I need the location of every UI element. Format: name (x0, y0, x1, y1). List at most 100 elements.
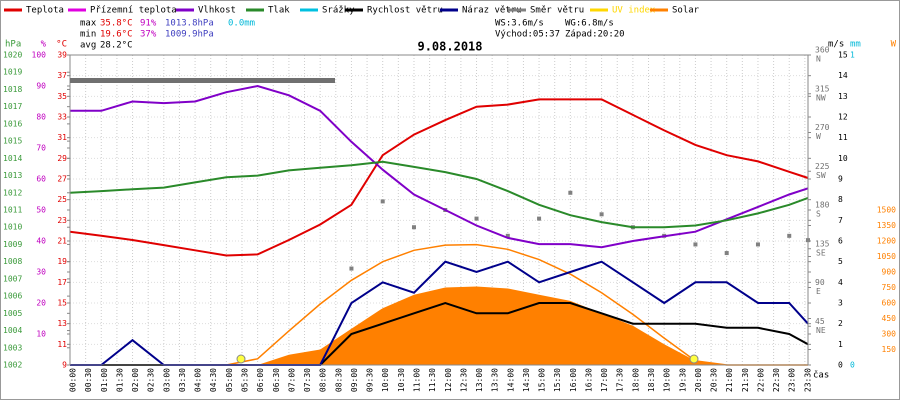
y-tick-label: 2 (838, 319, 843, 328)
y-tick-label: 1014 (3, 154, 22, 163)
y-tick-label: 1012 (3, 188, 22, 197)
x-tick-label: 22:00 (756, 368, 765, 392)
direction-point (693, 242, 698, 247)
chart-title: 9.08.2018 (417, 40, 482, 54)
y-tick-label: 39 (57, 51, 67, 60)
direction-point (599, 212, 604, 217)
y-tick-label: 6 (838, 237, 843, 246)
x-tick-label: 06:00 (256, 368, 265, 392)
y-tick-label: 3 (838, 299, 843, 308)
y-tick-label: 70 (36, 144, 46, 153)
y-tick-label: 0 (838, 361, 843, 370)
y-tick-label: 1200 (877, 237, 896, 246)
y-tick-label: 29 (57, 154, 67, 163)
stat-value: 35.8°C (100, 19, 133, 29)
x-tick-label: 18:30 (647, 368, 656, 392)
y-tick-label: 21 (57, 237, 67, 246)
direction-point (537, 216, 542, 221)
x-tick-label: 10:00 (381, 368, 390, 392)
x-tick-label: 16:00 (569, 368, 578, 392)
x-tick-label: 20:30 (710, 368, 719, 392)
y-tick-label: 1016 (3, 119, 22, 128)
y-tick-label: 8 (838, 195, 843, 204)
x-tick-label: 14:30 (522, 368, 531, 392)
y-tick-label: 33 (57, 113, 67, 122)
x-tick-label: 07:00 (287, 368, 296, 392)
y-tick-label: 1010 (3, 223, 22, 232)
y-tick-label: 5 (838, 257, 843, 266)
x-tick-label: 18:00 (631, 368, 640, 392)
y-tick-label: 4 (838, 278, 843, 287)
y-tick-label: 1013 (3, 171, 22, 180)
y-tick-label: 7 (838, 216, 843, 225)
stat-label: avg (80, 41, 96, 51)
x-tick-label: 22:30 (772, 368, 781, 392)
y-tick-label: 11 (57, 340, 67, 349)
x-tick-label: 23:30 (803, 368, 812, 392)
x-tick-label: 12:30 (459, 368, 468, 392)
y-tick-label: 23 (57, 216, 67, 225)
direction-point (724, 251, 729, 256)
status-bar (70, 78, 335, 83)
x-tick-label: 01:00 (100, 368, 109, 392)
sunset-marker (689, 354, 699, 364)
x-tick-label: 04:00 (194, 368, 203, 392)
legend-label: Solar (672, 6, 700, 16)
x-tick-label: 07:30 (303, 368, 312, 392)
layer (69, 54, 810, 366)
x-tick-label: 09:00 (350, 368, 359, 392)
y-tick-label: 25 (57, 195, 67, 204)
y-tick-label: 15 (838, 51, 848, 60)
y-tick-label: SE (816, 248, 826, 257)
legend-label: Přízemní teplota (90, 6, 177, 16)
x-tick-label: 11:00 (412, 368, 421, 392)
stat-value: 19.6°C (100, 30, 133, 40)
y-tick-label: E (816, 287, 821, 296)
legend-label: Teplota (26, 6, 64, 16)
stat-value: 37% (140, 30, 157, 40)
x-tick-label: 16:30 (584, 368, 593, 392)
y-tick-label: 450 (882, 314, 897, 323)
axis-unit: % (41, 40, 47, 50)
y-tick-label: 1350 (877, 221, 896, 230)
y-tick-label: 750 (882, 283, 897, 292)
sunrise-marker (236, 354, 246, 364)
x-tick-label: 03:30 (178, 368, 187, 392)
x-tick-label: 15:00 (538, 368, 547, 392)
axis-unit: W (891, 40, 897, 50)
y-tick-label: 10 (36, 330, 46, 339)
y-tick-label: W (816, 132, 821, 141)
x-tick-label: 02:30 (147, 368, 156, 392)
stat-label: min (80, 30, 96, 40)
y-tick-label: 12 (838, 113, 848, 122)
stat-value: 1009.9hPa (165, 30, 214, 40)
x-axis-label: čas (813, 370, 829, 381)
x-tick-label: 23:00 (788, 368, 797, 392)
direction-point (411, 225, 416, 230)
y-tick-label: 60 (36, 175, 46, 184)
series-line (70, 84, 809, 249)
x-tick-label: 21:00 (725, 368, 734, 392)
stat-value: 1013.8hPa (165, 19, 214, 29)
y-tick-label: 1017 (3, 102, 22, 111)
y-tick-label: 1 (838, 340, 843, 349)
y-tick-label: 300 (882, 330, 897, 339)
y-tick-label: 1019 (3, 68, 22, 77)
y-tick-label: 1002 (3, 361, 22, 370)
x-tick-label: 12:00 (444, 368, 453, 392)
y-tick-label: 40 (36, 237, 46, 246)
axis-unit: mm (850, 40, 861, 50)
x-tick-label: 05:30 (240, 368, 249, 392)
stat-value: 28.2°C (100, 41, 133, 51)
x-tick-label: 17:00 (600, 368, 609, 392)
legend-label: UV index (612, 6, 656, 16)
y-tick-label: SW (816, 171, 826, 180)
axis-unit: m/s (828, 40, 844, 50)
x-tick-label: 20:00 (694, 368, 703, 392)
y-tick-label: 80 (36, 113, 46, 122)
x-tick-label: 02:00 (131, 368, 140, 392)
y-tick-label: 10 (838, 154, 848, 163)
y-tick-label: 100 (32, 51, 47, 60)
stats: max 35.8°C 91% 1013.8hPa 0.0mm min 19.6°… (80, 19, 625, 51)
